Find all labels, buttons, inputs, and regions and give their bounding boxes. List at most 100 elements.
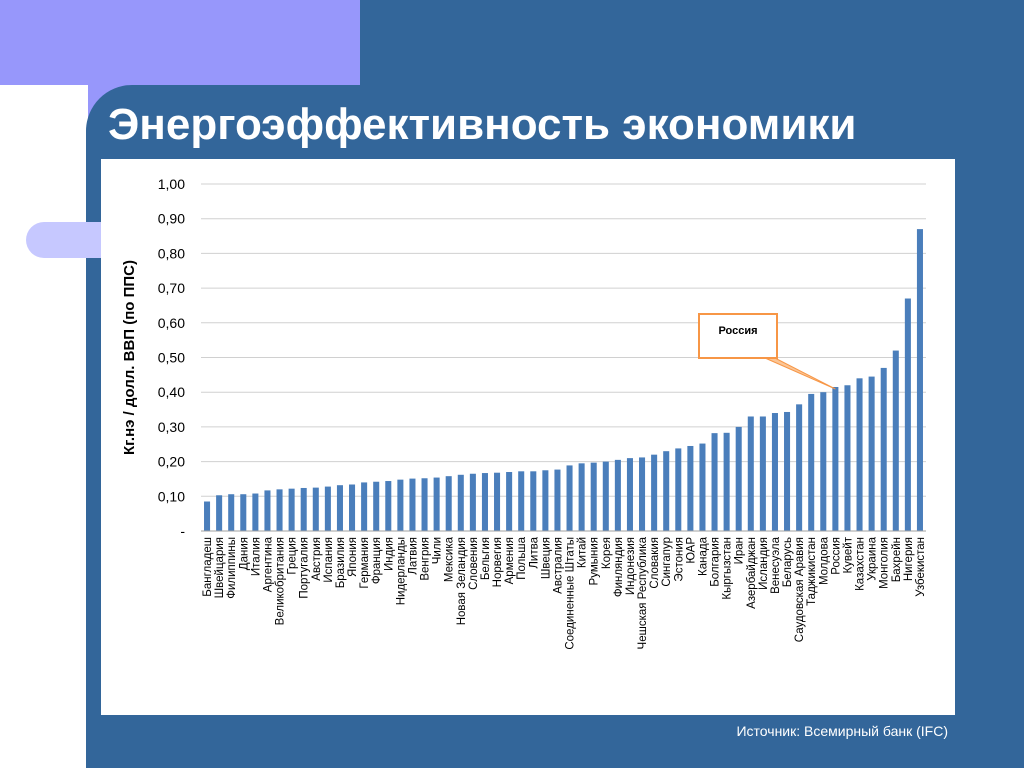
background-white-strip — [0, 85, 88, 768]
x-tick-label: Польша — [516, 536, 528, 579]
bar — [602, 461, 609, 531]
bar — [759, 416, 766, 531]
bar — [687, 445, 694, 531]
x-tick-label: Бангладеш — [202, 537, 214, 597]
x-tick-label: Узбекистан — [915, 537, 927, 597]
x-tick-label: Аргентина — [262, 536, 274, 592]
x-tick-label: Норвегия — [492, 537, 504, 587]
slide-title: Энергоэффективность экономики — [108, 100, 857, 149]
bar — [373, 481, 380, 531]
y-tick-label: 0,70 — [158, 280, 185, 296]
bar — [216, 495, 223, 531]
x-tick-label: Саудовская Аравия — [794, 537, 806, 642]
x-tick-label: Бразилия — [335, 537, 347, 588]
x-tick-label: Украина — [867, 536, 879, 580]
bar — [421, 478, 428, 531]
x-tick-label: Азербайджан — [746, 537, 758, 609]
bar — [445, 476, 452, 531]
x-tick-label: Греция — [287, 537, 299, 575]
y-tick-label: 0,90 — [158, 211, 185, 227]
x-tick-label: Румыния — [589, 537, 601, 585]
y-tick-label: - — [180, 523, 185, 539]
bar — [361, 482, 368, 531]
bar — [578, 463, 585, 531]
y-axis-label: Кг.нэ / долл. ВВП (по ППС) — [121, 260, 138, 455]
bar — [264, 490, 271, 531]
x-tick-label: Венесуэла — [770, 536, 782, 594]
bar — [288, 488, 295, 531]
callout-pointer — [764, 357, 836, 390]
x-tick-label: Великобритания — [275, 537, 287, 625]
callout-box — [698, 313, 778, 359]
bar — [336, 485, 343, 531]
bar — [808, 393, 815, 531]
bar — [868, 376, 875, 531]
x-tick-label: Португалия — [299, 537, 311, 599]
y-tick-label: 0,30 — [158, 419, 185, 435]
x-tick-label: Индия — [383, 537, 395, 571]
source-caption: Источник: Всемирный банк (IFC) — [736, 723, 948, 739]
x-tick-label: Россия — [830, 537, 842, 575]
x-tick-label: Канада — [697, 536, 709, 576]
y-tick-label: 0,40 — [158, 384, 185, 400]
x-tick-label: Латвия — [407, 537, 419, 575]
bar — [590, 462, 597, 531]
bar — [566, 465, 573, 531]
bar — [844, 385, 851, 531]
bar — [397, 479, 404, 531]
bar — [457, 474, 464, 531]
x-tick-label: Соединенные Штаты — [565, 537, 577, 650]
bar — [252, 493, 259, 531]
x-tick-label: Нидерланды — [395, 537, 407, 605]
bar — [880, 367, 887, 531]
y-tick-label: 0,20 — [158, 454, 185, 470]
y-tick-label: 1,00 — [158, 176, 185, 192]
x-tick-label: Таджикистан — [806, 537, 818, 606]
x-tick-label: Молдова — [818, 536, 830, 585]
x-tick-label: Словения — [468, 537, 480, 590]
bar — [300, 487, 307, 531]
bar — [506, 472, 513, 531]
chart-area: - 0,10 0,20 0,30 0,40 0,50 0,60 0,70 0,80 0,90 1,0… — [101, 159, 955, 715]
x-tick-label: Дания — [238, 537, 250, 570]
bar — [904, 298, 911, 531]
x-tick-label: Армения — [504, 537, 516, 584]
bar — [784, 411, 791, 531]
x-tick-label: Испания — [323, 537, 335, 583]
bar — [723, 432, 730, 531]
y-tick-label: 0,80 — [158, 245, 185, 261]
x-tick-label: Монголия — [879, 537, 891, 589]
x-tick-label: Чешская Республика — [637, 536, 649, 649]
bar — [481, 473, 488, 531]
bar — [228, 494, 235, 531]
x-tick-label: Сингапур — [661, 537, 673, 587]
bar — [651, 454, 658, 531]
x-tick-label: Австрия — [311, 537, 323, 581]
bar — [626, 458, 633, 531]
x-tick-label: Новая Зеландия — [456, 537, 468, 625]
bar — [324, 486, 331, 531]
bar — [614, 459, 621, 531]
bar — [735, 426, 742, 531]
x-tick-label: Болгария — [710, 537, 722, 587]
bar — [796, 404, 803, 531]
x-tick-label: Швеция — [540, 537, 552, 579]
x-tick-label: Бельгия — [480, 537, 492, 580]
bar — [312, 487, 319, 531]
x-tick-label: Исландия — [758, 537, 770, 590]
bar — [518, 471, 525, 531]
bar — [494, 472, 501, 531]
callout-label: Россия — [718, 325, 757, 337]
bar — [385, 481, 392, 531]
bar — [240, 494, 247, 531]
bar — [892, 350, 899, 531]
x-tick-label: Австралия — [552, 537, 564, 594]
bar — [276, 489, 283, 531]
x-tick-label: Эстония — [673, 537, 685, 582]
bar — [699, 443, 706, 531]
x-tick-label: Казахстан — [855, 537, 867, 591]
x-tick-label: Франция — [371, 537, 383, 584]
x-tick-label: Финляндия — [613, 537, 625, 597]
x-tick-label: Италия — [250, 537, 262, 576]
x-tick-label: Словакия — [649, 537, 661, 589]
